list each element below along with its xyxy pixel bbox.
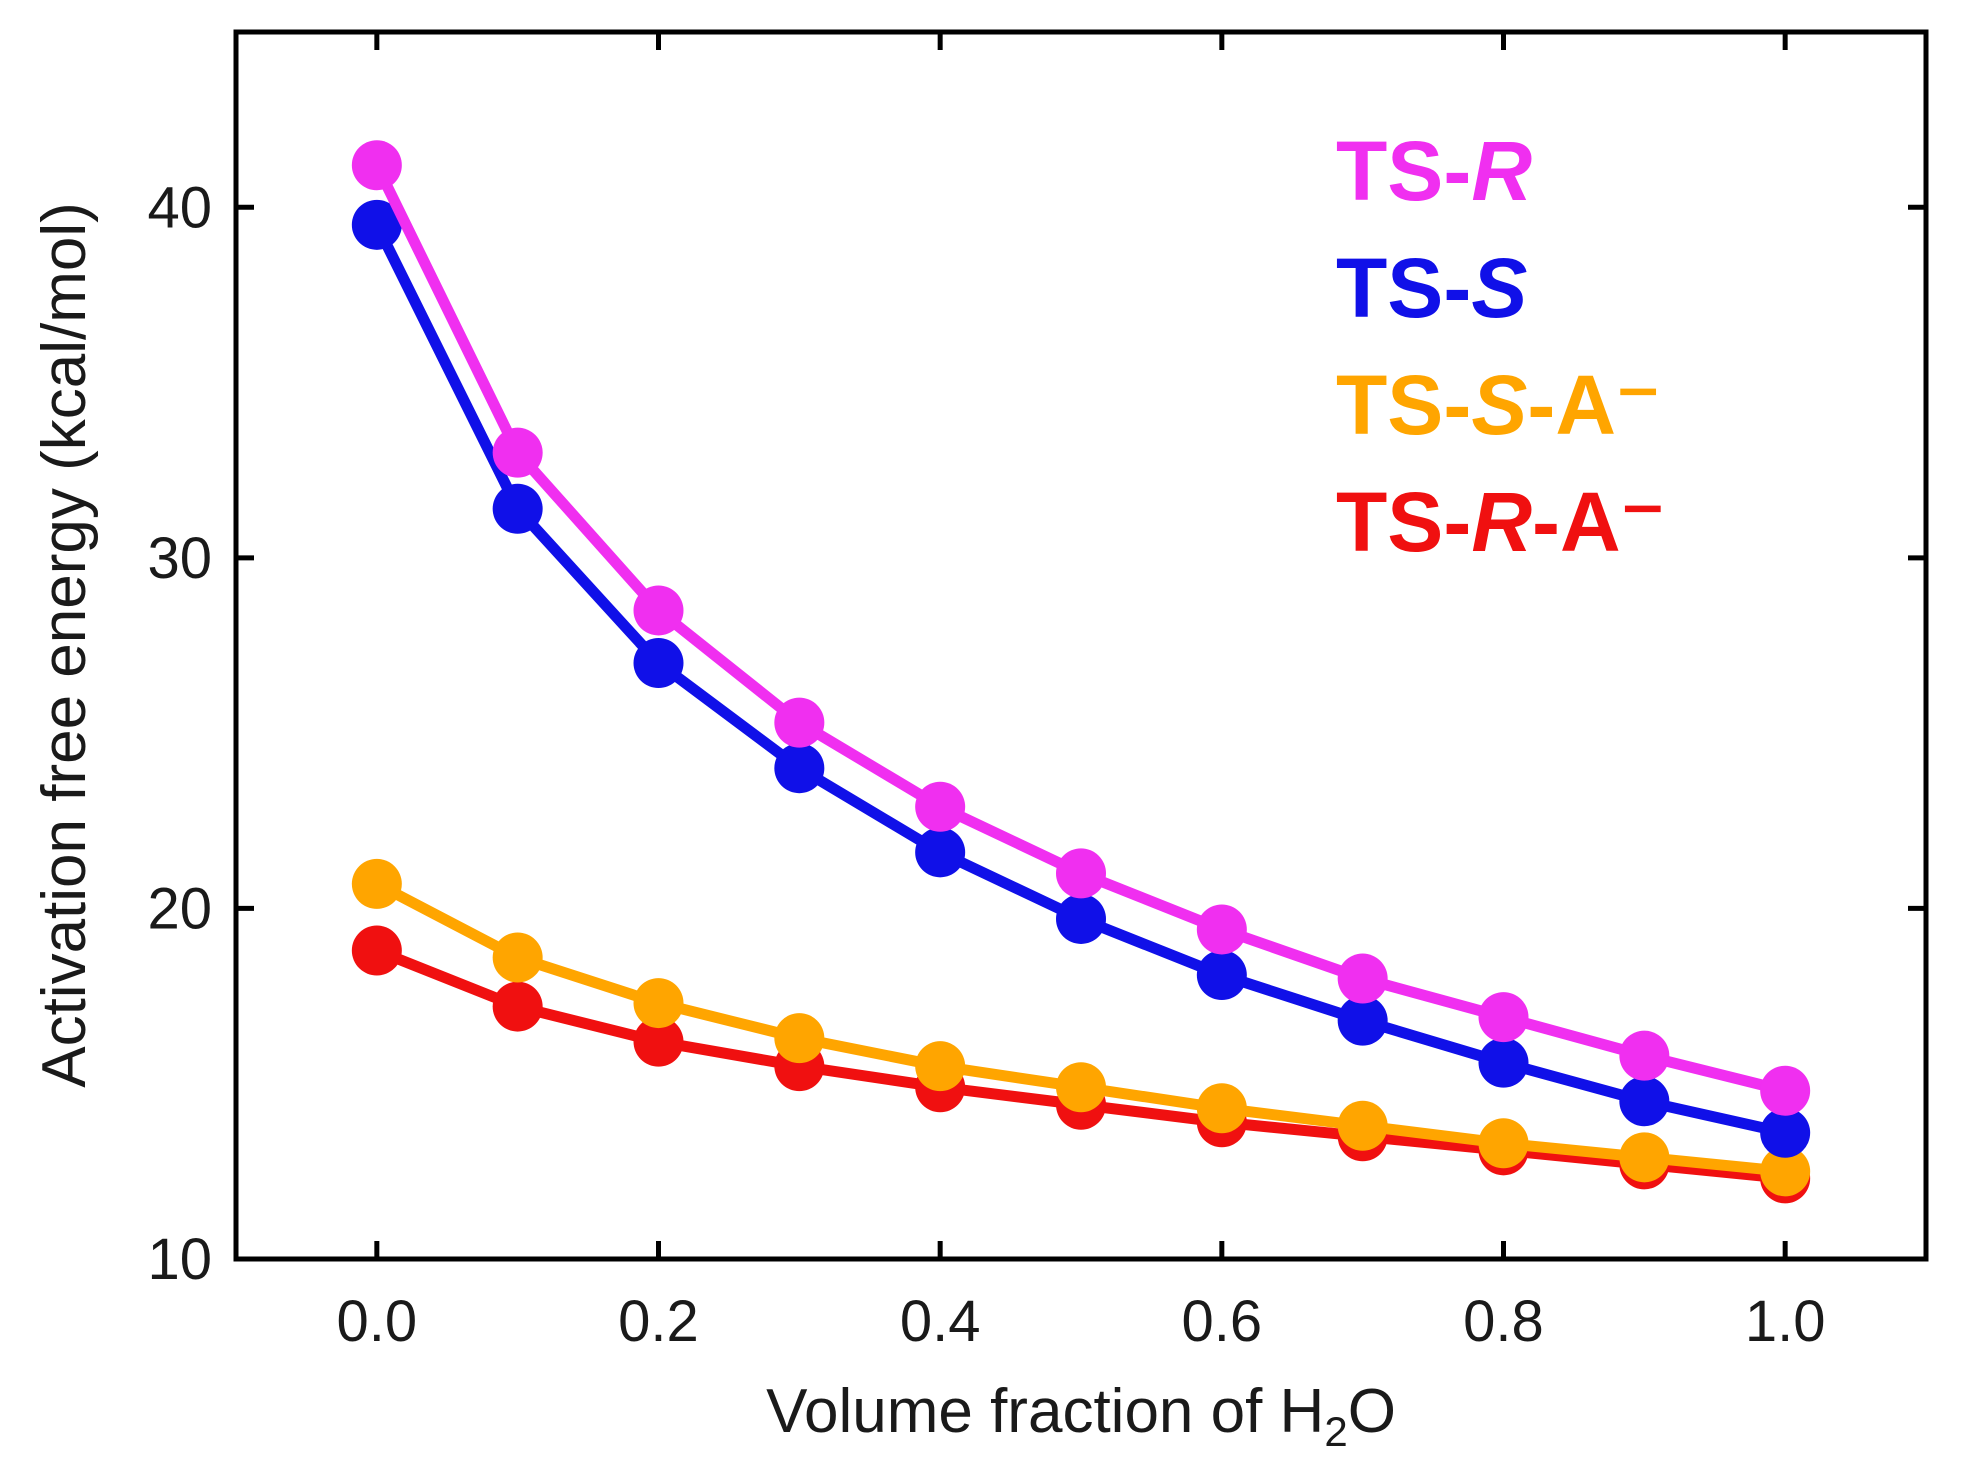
y-axis-title: Activation free energy (kcal/mol) [30,202,99,1088]
data-point-ts-s [1337,995,1388,1046]
series-ts-s-a [351,858,1811,1197]
x-tick-label: 0.8 [1463,1289,1544,1354]
data-point-ts-s-a [774,1013,825,1064]
data-point-ts-r [1478,992,1529,1043]
x-axis-title: Volume fraction of H2O [766,1377,1396,1455]
legend-entry-ts-s: TS-S [1336,241,1527,335]
y-tick-label: 10 [147,1227,212,1292]
x-axis-title-suffix: O [1348,1377,1396,1446]
data-point-ts-r [774,697,825,748]
legend-entry-ts-r-a: TS-R-A⁻ [1336,475,1665,569]
data-point-ts-r [1619,1030,1670,1081]
data-point-ts-s [915,827,966,878]
data-point-ts-r [633,585,684,636]
axis-ticks: 0.0 0.2 0.4 0.6 0.8 1.0 10 20 30 40 [147,32,1926,1354]
data-point-ts-s-a [1619,1132,1670,1183]
x-axis-title-main: Volume fraction of H [766,1377,1324,1446]
series-ts-s [351,199,1811,1158]
data-point-ts-r [915,781,966,832]
data-point-ts-s-a [633,978,684,1029]
x-tick-label: 0.0 [337,1289,418,1354]
y-tick-label: 20 [147,876,212,941]
data-point-ts-r [1056,848,1106,899]
data-point-ts-s [1196,950,1247,1001]
data-point-ts-r-a [633,1016,684,1067]
legend-entry-ts-r: TS-R [1336,124,1532,218]
data-point-ts-r [1337,953,1388,1004]
data-point-ts-s-a [1337,1100,1388,1151]
data-point-ts-s-a [351,858,402,909]
data-point-ts-s [351,199,402,250]
y-tick-label: 40 [147,175,212,240]
plot-frame [233,29,1929,1262]
series-ts-r [351,140,1811,1116]
data-point-ts-s-a [915,1041,966,1092]
legend-entry-ts-s-a: TS-S-A⁻ [1336,358,1660,452]
x-tick-label: 0.2 [618,1289,699,1354]
data-point-ts-s-a [1056,1062,1106,1113]
legend: TS-R TS-S TS-S-A⁻ TS-R-A⁻ [1336,124,1665,569]
x-tick-label: 1.0 [1745,1289,1826,1354]
data-point-ts-r [351,140,402,191]
data-point-ts-s-a [1196,1083,1247,1134]
data-point-ts-r-a [492,981,543,1032]
data-point-ts-r-a [351,925,402,976]
data-point-ts-s-a [1760,1146,1811,1197]
data-point-ts-s [774,743,825,794]
series-line-ts-r [371,159,1791,1097]
data-point-ts-r [492,427,543,478]
x-tick-label: 0.6 [1182,1289,1263,1354]
data-point-ts-s [1619,1076,1670,1127]
data-point-ts-s [492,483,543,534]
data-point-ts-s [1478,1037,1529,1088]
x-tick-label: 0.4 [900,1289,981,1354]
data-point-ts-s [1056,893,1106,944]
data-point-ts-s [633,638,684,689]
x-axis-title-subscript: 2 [1324,1408,1347,1455]
data-point-ts-s [1760,1107,1811,1158]
data-point-ts-r [1760,1065,1811,1116]
y-tick-label: 30 [147,526,212,591]
data-point-ts-r [1196,904,1247,955]
series-layer [351,140,1811,1204]
data-point-ts-s-a [492,932,543,983]
data-point-ts-s-a [1478,1118,1529,1169]
